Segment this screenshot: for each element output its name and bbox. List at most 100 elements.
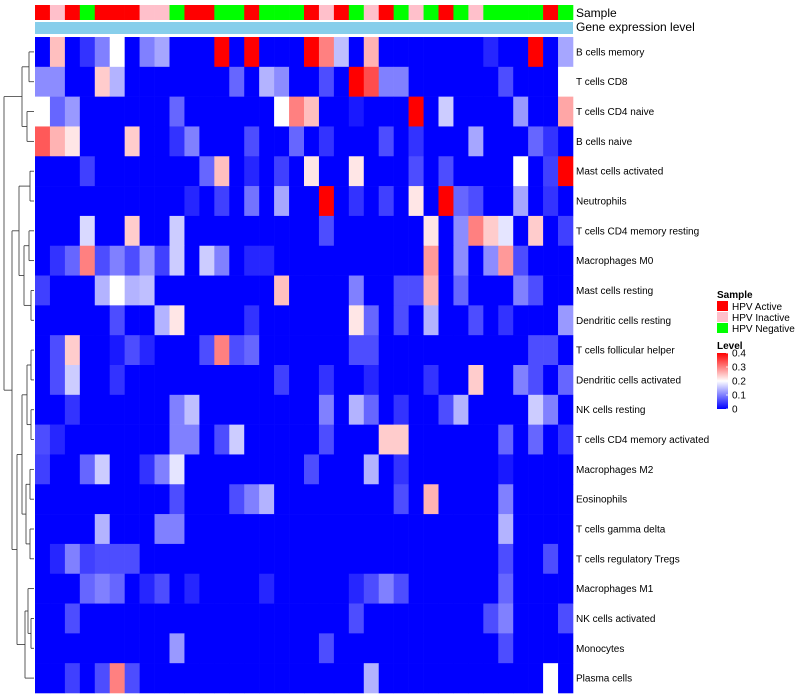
- heatmap-cell: [199, 365, 215, 396]
- heatmap-cell: [184, 66, 200, 97]
- heatmap-cell: [35, 633, 51, 664]
- heatmap-cells: [35, 37, 574, 694]
- heatmap-cell: [528, 275, 544, 306]
- heatmap-cell: [214, 335, 230, 366]
- heatmap-cell: [558, 275, 574, 306]
- heatmap-cell: [184, 514, 200, 545]
- heatmap-cell: [558, 514, 574, 545]
- heatmap-cell: [408, 66, 424, 97]
- heatmap-cell: [348, 245, 365, 276]
- heatmap-cell: [363, 365, 380, 396]
- heatmap-cell: [513, 573, 529, 604]
- heatmap-cell: [214, 484, 230, 515]
- heatmap-cell: [304, 186, 320, 217]
- heatmap-cell: [318, 454, 335, 485]
- heatmap-cell: [49, 543, 66, 575]
- heatmap-cell: [244, 663, 260, 694]
- heatmap-cell: [64, 275, 81, 306]
- heatmap-cell: [64, 96, 81, 127]
- heatmap-cell: [453, 514, 469, 545]
- heatmap-cell: [124, 424, 140, 455]
- heatmap-cell: [333, 335, 350, 366]
- heatmap-cell: [199, 245, 215, 276]
- heatmap-cell: [124, 335, 140, 366]
- heatmap-cell: [79, 96, 96, 127]
- heatmap-cell: [558, 305, 574, 336]
- heatmap-cell: [423, 514, 439, 545]
- heatmap-cell: [528, 454, 544, 485]
- heatmap-cell: [169, 186, 185, 217]
- heatmap-cell: [244, 424, 260, 455]
- heatmap-cell: [244, 186, 260, 217]
- heatmap-cell: [289, 365, 305, 396]
- heatmap-cell: [498, 186, 514, 217]
- sample-annotation-cell: [109, 5, 125, 20]
- sample-annotation-cell: [558, 5, 574, 20]
- heatmap-cell: [408, 394, 424, 425]
- heatmap-cell: [558, 66, 574, 97]
- heatmap-cell: [64, 37, 81, 68]
- heatmap-cell: [348, 663, 365, 694]
- heatmap-cell: [528, 96, 544, 127]
- heatmap-cell: [244, 215, 260, 247]
- row-label: NK cells resting: [576, 405, 645, 416]
- sample-annotation-cell: [229, 5, 245, 20]
- heatmap-cell: [109, 275, 125, 306]
- heatmap-cell: [289, 215, 305, 247]
- heatmap-cell: [483, 156, 499, 187]
- heatmap-cell: [139, 663, 155, 694]
- heatmap-cell: [94, 96, 111, 127]
- heatmap-cell: [333, 573, 350, 604]
- heatmap-cell: [274, 335, 290, 366]
- heatmap-cell: [468, 66, 484, 97]
- heatmap-cell: [124, 573, 140, 604]
- sample-legend-swatch: [717, 323, 728, 333]
- heatmap-cell: [363, 603, 380, 634]
- row-labels: B cells memory T cells CD8 T cells CD4 nai…: [576, 47, 709, 684]
- heatmap-cell: [528, 484, 544, 515]
- level-tick-label: 0.1: [732, 391, 746, 402]
- heatmap-cell: [289, 454, 305, 485]
- heatmap-cell: [393, 66, 409, 97]
- heatmap-cell: [453, 275, 469, 306]
- sample-annotation-cell: [274, 5, 290, 20]
- heatmap-cell: [483, 275, 499, 306]
- heatmap-cell: [49, 275, 66, 306]
- heatmap-cell: [35, 245, 51, 276]
- sample-annotation-cell: [393, 5, 409, 20]
- heatmap-cell: [244, 633, 260, 664]
- heatmap-cell: [513, 275, 529, 306]
- heatmap-cell: [438, 96, 454, 127]
- heatmap-cell: [333, 37, 350, 68]
- heatmap-cell: [79, 514, 96, 545]
- heatmap-cell: [528, 66, 544, 97]
- heatmap-cell: [393, 156, 409, 187]
- heatmap-cell: [408, 215, 424, 247]
- heatmap-cell: [79, 394, 96, 425]
- heatmap-cell: [438, 424, 454, 455]
- heatmap-cell: [259, 394, 275, 425]
- heatmap-cell: [513, 37, 529, 68]
- heatmap-cell: [259, 305, 275, 336]
- heatmap-cell: [109, 543, 125, 575]
- heatmap-cell: [64, 126, 81, 157]
- heatmap-cell: [94, 603, 111, 634]
- level-ticks: 0.4 0.3 0.2 0.1 0: [726, 349, 746, 416]
- heatmap-cell: [393, 37, 409, 68]
- row-label: Eosinophils: [576, 495, 627, 506]
- heatmap-cell: [259, 543, 275, 575]
- heatmap-cell: [513, 186, 529, 217]
- heatmap-cell: [229, 305, 245, 336]
- sample-annotation-cell: [35, 5, 51, 20]
- heatmap-cell: [348, 454, 365, 485]
- heatmap-cell: [408, 365, 424, 396]
- heatmap-cell: [259, 156, 275, 187]
- heatmap-cell: [468, 335, 484, 366]
- sample-annotation-cell: [498, 5, 514, 20]
- heatmap-cell: [304, 305, 320, 336]
- row-label: Neutrophils: [576, 197, 627, 208]
- sample-annotation-cell: [169, 5, 185, 20]
- heatmap-cell: [124, 96, 140, 127]
- heatmap-cell: [558, 633, 574, 664]
